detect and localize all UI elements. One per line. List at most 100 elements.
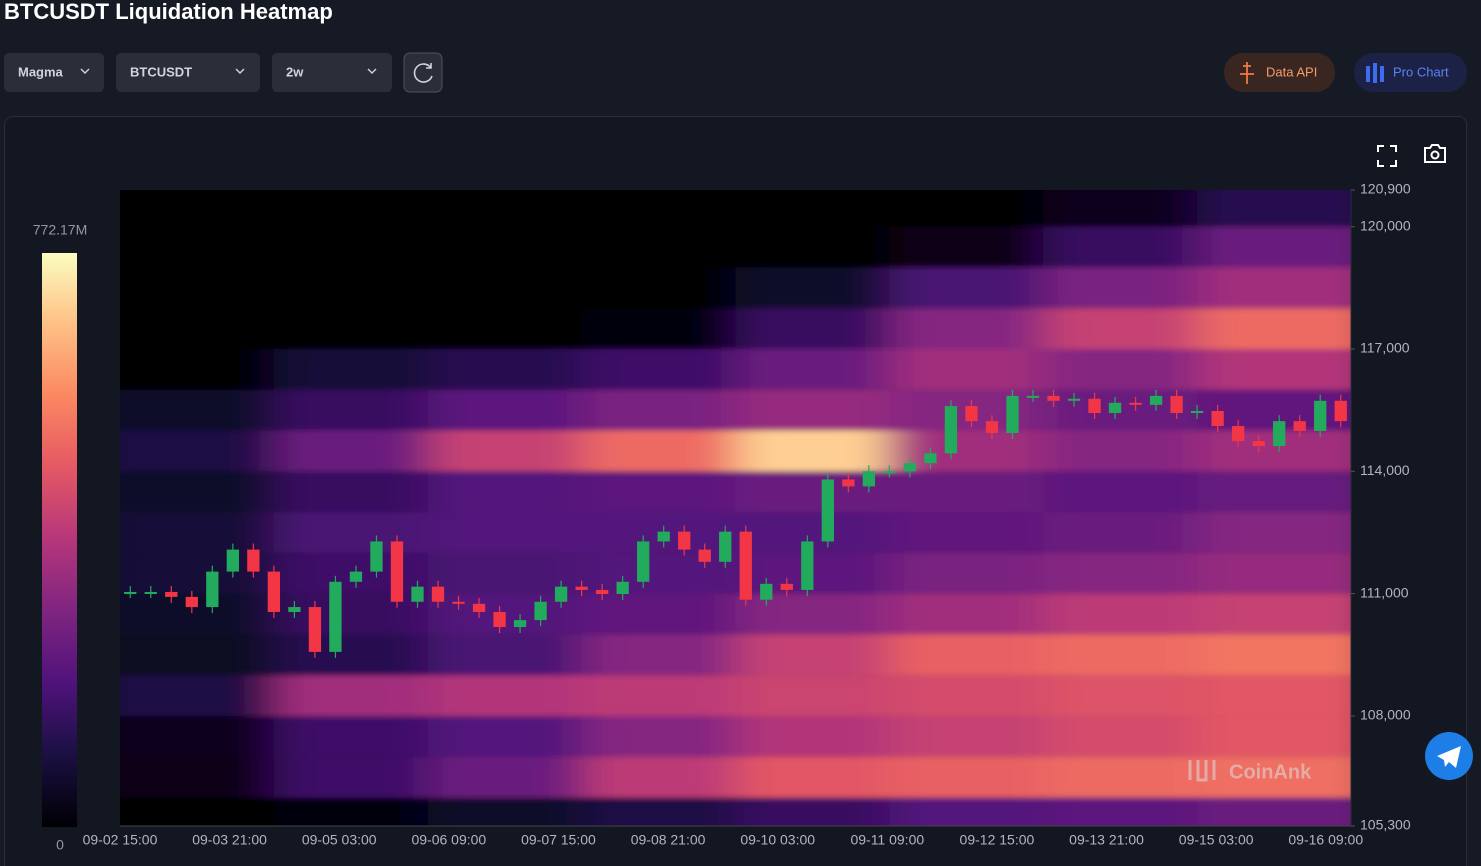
y-tick-label: 108,000 <box>1360 707 1411 723</box>
candle-body <box>780 583 793 590</box>
telegram-button[interactable] <box>1425 732 1473 780</box>
candle-body <box>267 571 281 612</box>
candle-body <box>595 589 609 595</box>
heat-cell <box>1197 308 1351 349</box>
heat-cell <box>581 634 736 676</box>
heat-cell <box>273 715 428 757</box>
heat-cell <box>273 389 428 431</box>
heat-cell <box>273 471 428 513</box>
heat-cell <box>735 349 890 390</box>
heat-cell <box>1197 756 1351 798</box>
heat-cell <box>273 226 428 268</box>
heat-cell <box>273 308 428 349</box>
palette-select[interactable]: Magma <box>4 53 104 92</box>
heat-cell <box>889 471 1044 513</box>
heat-cell <box>427 634 582 676</box>
x-tick-label: 09-15 03:00 <box>1179 832 1254 848</box>
candle-body <box>1088 398 1101 414</box>
heat-cell <box>427 430 582 472</box>
heat-cell <box>427 190 582 227</box>
heat-cell <box>1043 430 1198 472</box>
heat-cell <box>1043 634 1198 676</box>
heat-cell <box>581 430 736 472</box>
range-label: 2w <box>286 64 304 79</box>
heat-cell <box>120 797 274 826</box>
x-tick-label: 09-10 03:00 <box>740 832 815 848</box>
candle-body <box>1273 421 1286 447</box>
candle-body <box>965 406 978 422</box>
pro-chart-button[interactable]: Pro Chart <box>1354 53 1467 92</box>
x-tick-label: 09-13 21:00 <box>1069 832 1144 848</box>
heat-cell <box>581 226 736 268</box>
candle-body <box>821 479 834 542</box>
x-tick-label: 09-12 15:00 <box>960 832 1035 848</box>
screenshot-icon[interactable] <box>1424 144 1446 163</box>
candle-body <box>1190 410 1204 414</box>
heat-cell <box>735 715 890 757</box>
heat-cell <box>427 226 582 268</box>
heat-cell <box>427 471 582 513</box>
heat-cell <box>1043 308 1198 349</box>
candle-body <box>883 471 896 474</box>
candle-body <box>698 549 711 562</box>
heat-cell <box>581 190 736 227</box>
candle-body <box>390 541 404 602</box>
heat-cell <box>1197 552 1351 594</box>
candle-body <box>842 479 855 487</box>
symbol-select[interactable]: BTCUSDT <box>116 53 260 92</box>
heat-cell <box>273 756 428 798</box>
heat-cell <box>581 389 736 431</box>
heat-cell <box>120 634 274 676</box>
candle-body <box>616 581 629 595</box>
heat-cell <box>120 308 274 349</box>
heat-cell <box>1043 190 1198 227</box>
candle-body <box>288 607 301 612</box>
heat-cell <box>1197 267 1351 309</box>
heat-cell <box>120 389 274 431</box>
heat-cell <box>889 552 1044 594</box>
heat-cell <box>273 267 428 309</box>
heat-cell <box>1043 226 1198 268</box>
heat-cell <box>1043 512 1198 553</box>
heat-cell <box>735 190 890 227</box>
candle-body <box>903 463 917 472</box>
heat-cell <box>735 756 890 798</box>
heat-cell <box>889 226 1044 268</box>
heat-cell <box>273 634 428 676</box>
heat-cell <box>273 797 428 826</box>
heat-cell <box>1197 715 1351 757</box>
heat-cell <box>735 267 890 309</box>
heat-cell <box>735 226 890 268</box>
heat-cell <box>427 797 582 826</box>
heat-cell <box>1043 675 1198 716</box>
heat-cell <box>273 512 428 553</box>
heat-cell <box>581 756 736 798</box>
heat-cell <box>581 471 736 513</box>
heat-cell <box>1043 552 1198 594</box>
heat-cell <box>1197 675 1351 716</box>
palette-label: Magma <box>18 64 64 79</box>
heat-cell <box>1043 797 1198 826</box>
heat-cell <box>1197 226 1351 268</box>
candle-body <box>719 531 732 562</box>
candle-body <box>472 603 486 612</box>
fullscreen-icon[interactable] <box>1377 145 1397 167</box>
candle-body <box>1129 402 1142 405</box>
heat-cell <box>427 715 582 757</box>
heat-cell <box>1197 471 1351 513</box>
heat-cell <box>889 593 1044 635</box>
colorbar <box>42 253 77 827</box>
y-tick-label: 120,900 <box>1360 181 1411 197</box>
data-api-button[interactable]: Data API <box>1224 53 1335 92</box>
candle-body <box>144 591 157 594</box>
candle-body <box>1314 400 1327 431</box>
range-select[interactable]: 2w <box>272 53 392 92</box>
refresh-button[interactable] <box>403 52 443 93</box>
candle-body <box>985 421 999 433</box>
heat-cell <box>120 226 274 268</box>
heat-cell <box>273 593 428 635</box>
candle-body <box>226 549 239 572</box>
heat-cell <box>889 349 1044 390</box>
candle-body <box>1211 410 1224 427</box>
